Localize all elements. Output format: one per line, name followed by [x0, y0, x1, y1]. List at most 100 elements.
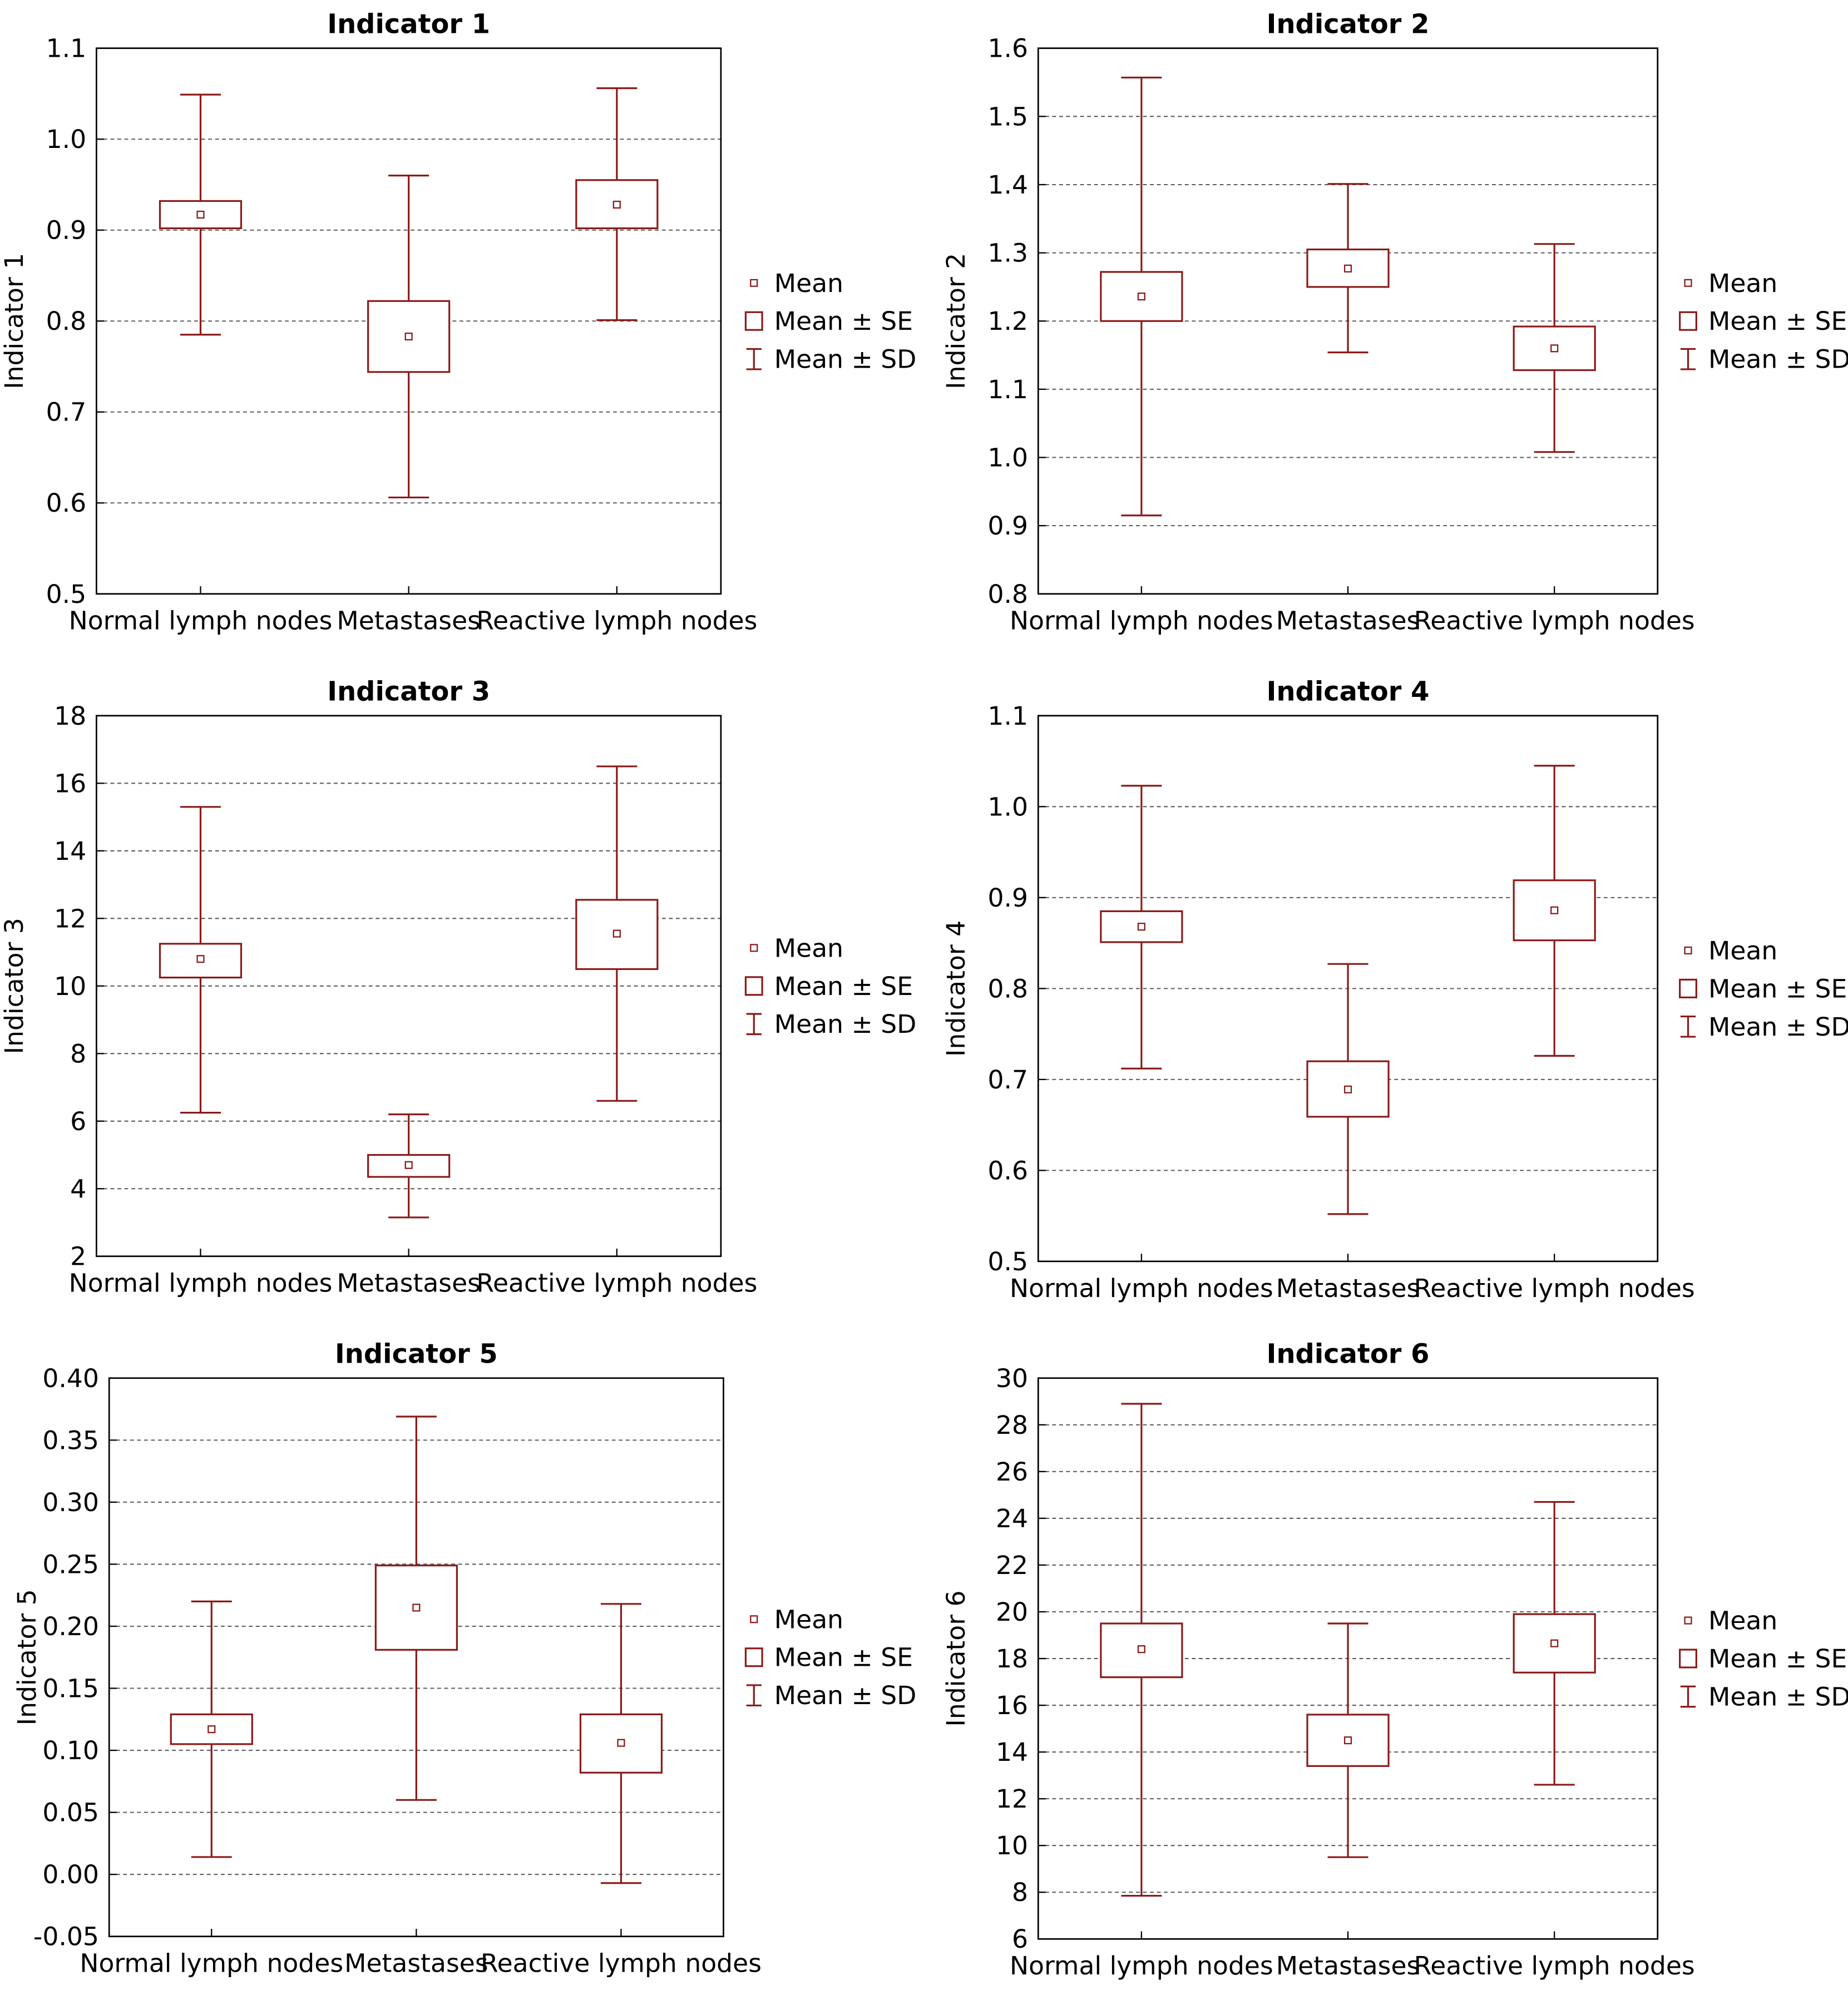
legend-sd-label: Mean ± SD	[774, 345, 917, 374]
legend: Mean Mean ± SE Mean ± SD	[744, 1605, 917, 1710]
y-tick-label: 0.6	[988, 1156, 1029, 1185]
x-tick-label: Metastases	[1276, 1951, 1420, 1981]
y-tick-label: 1.0	[988, 443, 1029, 472]
y-tick-label: 0.8	[988, 580, 1029, 609]
legend-mean-icon	[1684, 946, 1692, 954]
y-tick-label: 0.05	[42, 1798, 99, 1828]
mean-marker	[617, 1739, 625, 1747]
legend-sd-icon	[1680, 348, 1696, 370]
se-box	[1100, 271, 1183, 322]
mean-marker	[1343, 1085, 1352, 1093]
x-tick-label: Reactive lymph nodes	[1414, 606, 1695, 636]
se-box	[575, 179, 659, 230]
y-tick-label: 8	[1012, 1878, 1028, 1907]
y-axis-label: Indicator 6	[941, 1590, 971, 1726]
se-box	[159, 200, 243, 230]
x-tick-label: Reactive lymph nodes	[476, 606, 757, 636]
se-box	[1100, 1622, 1183, 1679]
mean-marker	[412, 1603, 421, 1612]
x-tick-label: Reactive lymph nodes	[1414, 1274, 1695, 1303]
legend-mean-icon	[750, 279, 758, 287]
legend: Mean Mean ± SE Mean ± SD	[744, 269, 917, 374]
se-box	[1513, 1613, 1596, 1674]
y-tick-label: 0.6	[46, 488, 87, 518]
y-tick-label: 14	[996, 1737, 1028, 1767]
legend-se-label: Mean ± SE	[774, 306, 913, 336]
y-tick-label: 22	[996, 1551, 1028, 1580]
y-tick-label: 0.00	[42, 1860, 99, 1889]
se-box	[575, 899, 659, 971]
legend-sd-icon	[746, 1013, 762, 1036]
mean-marker	[1137, 923, 1145, 931]
mean-marker	[1137, 1645, 1145, 1654]
legend-se-label: Mean ± SE	[1708, 974, 1847, 1003]
mean-marker	[404, 332, 413, 341]
x-tick-label: Normal lymph nodes	[80, 1949, 343, 1978]
legend-mean-label: Mean	[774, 1605, 843, 1634]
y-tick-label: 0.30	[42, 1488, 99, 1517]
chart-panel-2: Indicator 2 Indicator 2 0.8 0.9 1.0 1.1 1.2 1.3…	[941, 9, 1848, 635]
x-tick-label: Reactive lymph nodes	[476, 1269, 757, 1298]
y-axis-label: Indicator 1	[0, 253, 29, 389]
y-tick-label: 28	[996, 1410, 1028, 1440]
se-box	[1100, 910, 1183, 943]
y-tick-label: 0.35	[42, 1425, 99, 1455]
mean-marker	[612, 200, 621, 209]
se-box	[367, 300, 451, 373]
legend: Mean Mean ± SE Mean ± SD	[1679, 269, 1848, 374]
y-tick-label: 24	[996, 1504, 1028, 1533]
y-tick-label: 20	[996, 1597, 1028, 1627]
y-tick-label: 0.15	[42, 1674, 99, 1704]
y-tick-label: 6	[70, 1107, 86, 1136]
y-tick-label: 0.25	[42, 1550, 99, 1579]
mean-marker	[1137, 293, 1145, 301]
legend-se-label: Mean ± SE	[1708, 1644, 1847, 1674]
legend-mean-icon	[1684, 1616, 1692, 1625]
x-tick-label: Normal lymph nodes	[1010, 1274, 1273, 1303]
legend-sd-label: Mean ± SD	[1708, 1012, 1848, 1042]
legend-sd-label: Mean ± SD	[1708, 1682, 1848, 1711]
y-axis-label: Indicator 3	[0, 918, 29, 1054]
legend: Mean Mean ± SE Mean ± SD	[1679, 1606, 1848, 1711]
y-tick-label: 1.2	[988, 306, 1029, 336]
mean-marker	[1550, 1639, 1559, 1647]
chart-title: Indicator 5	[335, 1339, 498, 1369]
legend-sd-label: Mean ± SD	[774, 1681, 917, 1710]
y-tick-label: 10	[996, 1831, 1028, 1860]
x-tick-label: Metastases	[1276, 1274, 1420, 1303]
legend-mean-label: Mean	[1708, 936, 1777, 966]
legend-se-icon	[1679, 1649, 1697, 1669]
y-tick-label: 0.10	[42, 1736, 99, 1765]
y-tick-label: 0.40	[42, 1364, 99, 1393]
y-tick-label: 16	[996, 1691, 1028, 1720]
se-box	[1306, 248, 1390, 288]
mean-marker	[196, 210, 205, 219]
y-tick-label: 1.3	[988, 239, 1029, 268]
x-tick-label: Metastases	[337, 606, 481, 636]
y-tick-label: 0.5	[988, 1247, 1029, 1276]
legend-se-icon	[744, 311, 763, 331]
legend-sd-icon	[746, 348, 762, 370]
legend-se-icon	[744, 976, 763, 996]
legend-se-label: Mean ± SE	[774, 972, 913, 1001]
legend-se-icon	[1679, 311, 1697, 331]
se-box	[1306, 1060, 1390, 1118]
legend-mean-icon	[750, 944, 758, 952]
y-tick-label: 12	[54, 904, 86, 933]
y-tick-label: 0.9	[988, 883, 1029, 913]
se-box	[367, 1154, 451, 1178]
y-tick-label: 0.8	[46, 306, 87, 336]
y-tick-label: 1.1	[988, 701, 1029, 731]
plot-frame	[108, 1377, 724, 1938]
y-tick-label: 26	[996, 1457, 1028, 1487]
legend-mean-label: Mean	[1708, 269, 1777, 298]
legend-mean-icon	[750, 1615, 758, 1623]
y-tick-label: 18	[54, 701, 86, 731]
x-tick-label: Metastases	[1276, 606, 1420, 636]
chart-panel-3: Indicator 3 Indicator 3 2 4 6 8 10 12 14 16 18 Norm…	[0, 676, 916, 1298]
x-tick-label: Metastases	[337, 1269, 481, 1298]
mean-marker	[404, 1161, 413, 1169]
y-tick-label: 1.5	[988, 102, 1029, 131]
mean-marker	[1550, 344, 1559, 353]
